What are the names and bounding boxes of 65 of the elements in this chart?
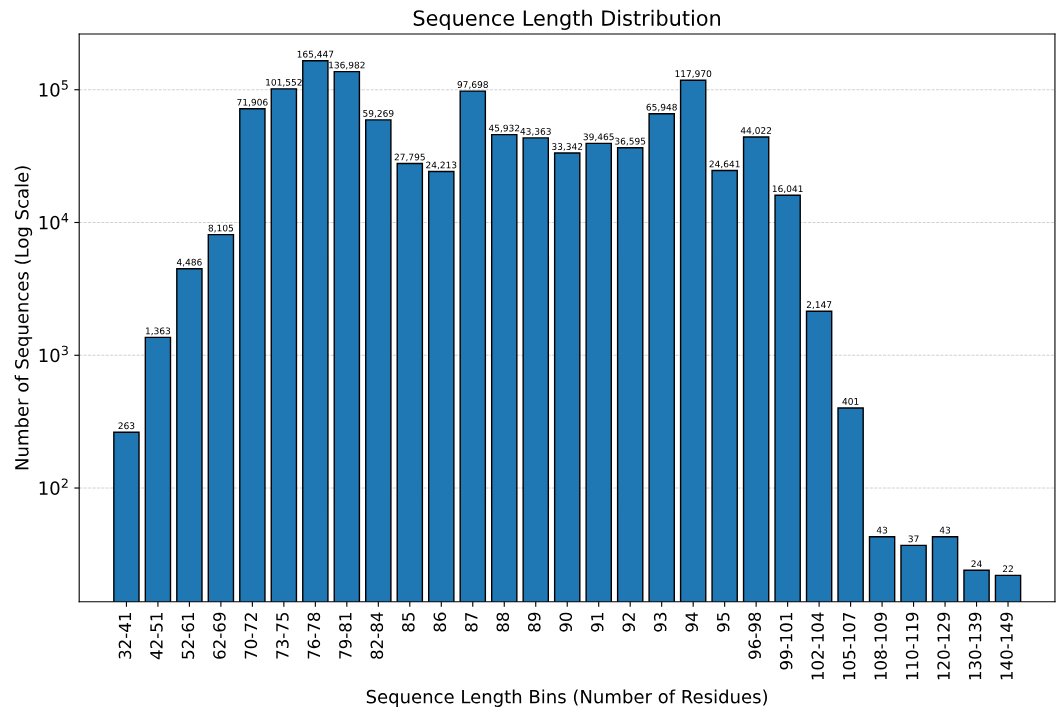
data-label: 24,641	[709, 160, 740, 169]
x-axis-title: Sequence Length Bins (Number of Residues)	[366, 689, 768, 707]
data-label: 43,363	[520, 127, 551, 136]
data-label: 97,698	[457, 81, 488, 89]
x-tick-label: 140-149	[1000, 612, 1013, 680]
y-tick-label: 10$^{5}$	[39, 80, 68, 97]
x-tick-label: 120-129	[937, 612, 950, 680]
data-label: 8,105	[208, 224, 234, 233]
x-tick-label: 91	[590, 613, 604, 632]
chart-title: Sequence Length Distribution	[413, 9, 721, 30]
data-label: 16,041	[772, 185, 803, 194]
data-label: 43	[876, 526, 888, 534]
data-label: 4,486	[176, 258, 202, 267]
x-tick-label: 79-81	[339, 613, 352, 659]
data-label: 44,022	[740, 127, 772, 135]
data-label: 22	[1002, 565, 1013, 573]
x-tick-label: 95	[716, 612, 730, 632]
x-tick-label: 90	[559, 612, 573, 632]
y-axis-title: Number of Sequences (Log Scale)	[14, 166, 33, 470]
y-tick-label: 10$^{3}$	[39, 345, 68, 363]
x-tick-label: 92	[622, 613, 636, 632]
x-tick-label: 94	[685, 612, 699, 632]
data-label: 165,447	[297, 50, 334, 59]
data-label: 24,213	[426, 161, 457, 170]
data-label: 24	[971, 560, 982, 568]
data-label: 45,932	[488, 124, 520, 133]
x-tick-label: 70-72	[244, 613, 258, 659]
x-tick-label: 96-98	[748, 612, 761, 659]
x-tick-label: 99-101	[779, 613, 793, 670]
data-label: 43	[939, 526, 951, 534]
data-label: 71,906	[237, 98, 268, 107]
x-tick-label: 62-69	[213, 612, 226, 659]
data-label: 65,948	[646, 103, 677, 112]
x-tick-label: 32-41	[118, 613, 132, 659]
data-label: 27,795	[394, 153, 425, 162]
x-tick-label: 89	[527, 612, 541, 632]
x-tick-label: 130-139	[968, 612, 982, 680]
x-tick-label: 42-51	[150, 613, 163, 660]
data-label: 39,465	[583, 133, 614, 142]
data-label: 2,147	[806, 301, 832, 309]
y-tick-label: 10$^{2}$	[39, 478, 68, 495]
data-label: 37	[908, 535, 919, 543]
data-label: 263	[118, 422, 135, 430]
x-tick-label: 86	[433, 612, 447, 632]
data-label: 101,552	[266, 78, 302, 87]
y-tick-label: 10$^{4}$	[39, 213, 69, 230]
data-label: 36,595	[615, 137, 646, 146]
x-tick-label: 76-78	[307, 612, 321, 659]
x-tick-label: 88	[496, 612, 510, 632]
x-tick-label: 73-75	[276, 612, 289, 659]
x-tick-label: 82-84	[370, 612, 384, 659]
data-label: 33,342	[552, 143, 583, 151]
data-label: 1,363	[145, 327, 171, 336]
x-tick-label: 108-109	[874, 612, 887, 680]
x-tick-label: 93	[653, 612, 667, 632]
data-label: 59,269	[363, 109, 394, 118]
x-tick-label: 105-107	[842, 612, 856, 680]
data-label: 136,982	[329, 61, 365, 70]
x-tick-label: 87	[465, 612, 478, 632]
data-label: 117,970	[675, 70, 712, 78]
x-tick-label: 102-104	[811, 612, 824, 680]
data-label: 401	[842, 397, 859, 405]
x-tick-label: 85	[402, 612, 415, 632]
x-tick-label: 110-119	[905, 612, 919, 680]
x-tick-label: 52-61	[181, 613, 195, 659]
